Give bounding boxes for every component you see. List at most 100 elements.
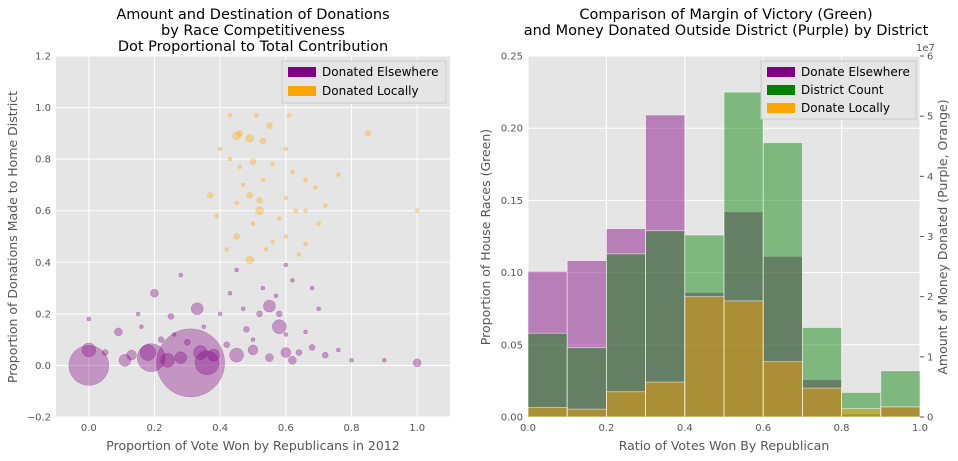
scatter-x-tick-label: 0.6 — [278, 423, 294, 434]
scatter-point-elsewhere — [178, 272, 184, 278]
histogram-x-tick-label: 0.4 — [677, 423, 693, 434]
histogram-right-y-tick-label: 1 — [927, 352, 933, 363]
scatter-grid — [56, 55, 450, 418]
scatter-point-elsewhere — [243, 326, 250, 333]
scatter-point-elsewhere — [190, 302, 204, 315]
scatter-point-locally — [260, 177, 266, 183]
scatter-point-locally — [303, 177, 308, 183]
scatter-point-elsewhere — [309, 285, 315, 291]
scatter-point-locally — [283, 146, 289, 152]
scatter-y-tick-label: 1.2 — [35, 52, 51, 63]
scatter-point-elsewhere — [160, 353, 175, 368]
histogram-bar-locally — [566, 408, 607, 418]
scatter-point-locally — [249, 158, 257, 165]
scatter-point-locally — [336, 172, 341, 177]
scatter-point-elsewhere — [201, 324, 206, 329]
scatter-point-locally — [234, 200, 239, 206]
histogram-legend-swatch-locally — [767, 103, 795, 113]
scatter-title-line-1: Amount and Destination of Donations — [116, 7, 389, 23]
scatter-point-elsewhere — [273, 293, 279, 299]
scatter-legend-swatch-locally — [288, 86, 316, 96]
scatter-y-tick-label: 0.4 — [35, 258, 51, 269]
scatter-point-elsewhere — [283, 262, 289, 268]
scatter-point-elsewhere — [118, 354, 132, 367]
scatter-point-elsewhere — [126, 349, 137, 361]
scatter-y-tick-label: 0.8 — [35, 155, 51, 166]
histogram-x-tick-label: 0.8 — [834, 423, 850, 434]
scatter-point-locally — [255, 206, 264, 215]
scatter-point-elsewhere — [227, 290, 233, 296]
scatter-point-locally — [313, 185, 318, 190]
scatter-x-tick-label: 0.4 — [212, 423, 228, 434]
scatter-point-locally — [286, 113, 292, 118]
scatter-point-locally — [266, 122, 273, 129]
histogram-right-y-tick-label: 3 — [927, 232, 933, 243]
histogram-legend-label-locally: Donate Locally — [801, 101, 890, 115]
scatter-point-elsewhere — [240, 306, 246, 311]
scatter-point-elsewhere — [184, 338, 191, 346]
scatter-point-elsewhere — [207, 348, 220, 362]
scatter-chart: Amount and Destination of Donations by R… — [5, 7, 450, 453]
histogram-legend: Donate Elsewhere District Count Donate L… — [760, 60, 917, 120]
histogram-bar-locally — [527, 406, 568, 418]
histogram-bar-locally — [645, 381, 686, 418]
scatter-x-tick-label: 0.0 — [81, 423, 97, 434]
scatter-point-elsewhere — [295, 349, 303, 356]
scatter-point-elsewhere — [68, 345, 110, 386]
scatter-title-line-3: Dot Proportional to Total Contribution — [118, 39, 388, 55]
histogram-legend-swatch-count — [767, 85, 795, 95]
scatter-point-elsewhere — [247, 344, 259, 356]
scatter-point-elsewhere — [223, 341, 230, 349]
scatter-point-elsewhere — [157, 336, 165, 343]
scatter-point-elsewhere — [303, 329, 308, 335]
scatter-point-locally — [207, 191, 214, 199]
histogram-bar-count — [880, 370, 921, 418]
histogram-bar-count — [723, 91, 764, 418]
scatter-point-locally — [303, 208, 308, 213]
histogram-bar-elsewhere — [762, 255, 803, 418]
scatter-point-elsewhere — [272, 319, 287, 334]
scatter-legend: Donated Elsewhere Donated Locally — [281, 60, 447, 104]
histogram-legend-swatch-elsewhere — [767, 67, 795, 77]
scatter-point-locally — [254, 113, 259, 118]
scatter-point-locally — [259, 137, 267, 145]
histogram-left-y-tick-label: 0.20 — [501, 124, 523, 135]
histogram-x-tick-label: 0.6 — [755, 423, 771, 434]
scatter-x-tick-label: 0.8 — [344, 423, 360, 434]
scatter-point-elsewhere — [260, 285, 266, 291]
histogram-right-y-tick-label: 0 — [927, 413, 933, 424]
histogram-bar-locally — [606, 391, 647, 418]
scatter-plot-area — [56, 56, 450, 417]
scatter-point-elsewhere — [265, 353, 274, 362]
scatter-point-locally — [414, 208, 420, 213]
histogram-bar-locally — [880, 406, 921, 418]
scatter-point-elsewhere — [280, 347, 292, 358]
scatter-point-locally — [283, 195, 289, 201]
scatter-point-locally — [233, 233, 240, 240]
histogram-bar-locally — [723, 300, 764, 418]
histogram-bar-locally — [841, 408, 882, 418]
scatter-point-elsewhere — [167, 313, 175, 320]
scatter-point-elsewhere — [250, 337, 256, 342]
histogram-x-ticks: 0.0 0.2 0.4 0.6 0.8 1.0 — [520, 423, 928, 434]
histogram-x-axis-label: Ratio of Votes Won By Republican — [619, 438, 830, 453]
histogram-x-tick-label: 0.2 — [598, 423, 614, 434]
scatter-point-locally — [263, 247, 269, 252]
scatter-point-locally — [240, 182, 246, 188]
scatter-point-locally — [270, 162, 275, 167]
scatter-point-locally — [283, 234, 289, 239]
scatter-x-ticks: 0.0 0.2 0.4 0.6 0.8 1.0 — [81, 423, 425, 434]
histogram-right-axis-multiplier: 1e7 — [916, 43, 935, 54]
histogram-left-y-tick-label: 0.05 — [501, 340, 523, 351]
histogram-bar-count — [606, 253, 647, 418]
scatter-point-locally — [364, 130, 372, 137]
histogram-bar-count — [762, 142, 803, 418]
scatter-point-elsewhere — [316, 306, 321, 311]
scatter-y-axis-label: Proportion of Donations Made to Home Dis… — [5, 91, 20, 383]
scatter-point-locally — [316, 221, 321, 226]
scatter-point-elsewhere — [156, 328, 225, 398]
histogram-right-y-tick-label: 5 — [927, 112, 933, 123]
scatter-point-locally — [217, 146, 223, 152]
scatter-point-locally — [245, 255, 254, 264]
scatter-point-elsewhere — [336, 347, 341, 353]
